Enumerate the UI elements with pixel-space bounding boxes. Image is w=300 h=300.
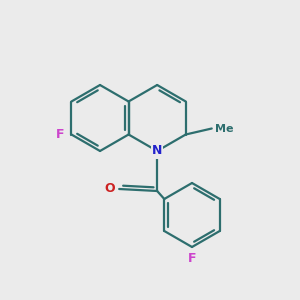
Text: O: O bbox=[105, 182, 116, 196]
Text: F: F bbox=[56, 128, 65, 141]
Text: Me: Me bbox=[215, 124, 234, 134]
Text: N: N bbox=[152, 145, 162, 158]
Text: F: F bbox=[188, 251, 196, 265]
